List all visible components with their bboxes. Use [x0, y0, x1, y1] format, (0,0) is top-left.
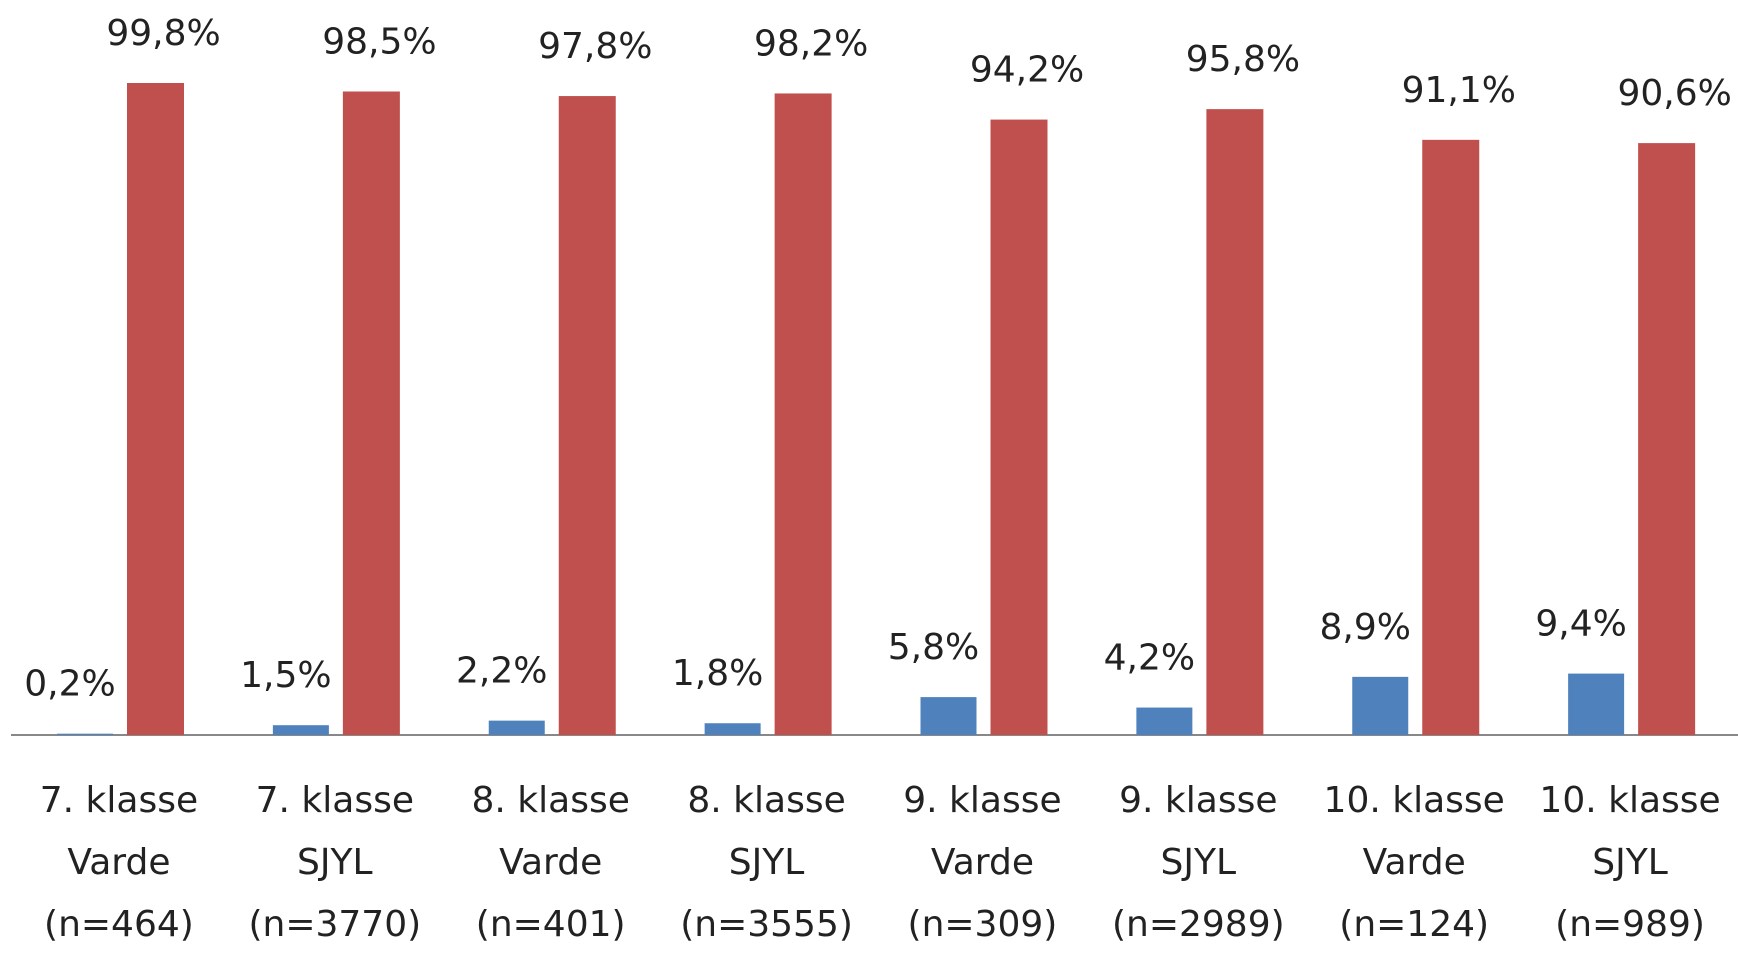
x-tick-label: 7. klasse: [256, 780, 414, 821]
x-tick-label: Varde: [1363, 842, 1466, 883]
bar: [1206, 109, 1264, 735]
data-label: 2,2%: [456, 651, 547, 692]
data-label: 99,8%: [106, 13, 220, 54]
data-label: 1,8%: [672, 653, 763, 694]
bar: [558, 96, 616, 735]
bar: [1352, 676, 1409, 735]
data-label: 97,8%: [538, 26, 652, 67]
x-tick-label: 10. klasse: [1324, 780, 1505, 821]
bar: [488, 720, 545, 735]
bar: [1136, 707, 1193, 735]
bar: [774, 93, 832, 736]
data-label: 9,4%: [1535, 604, 1626, 645]
x-tick-label: (n=401): [476, 904, 626, 945]
x-tick-label: (n=464): [44, 904, 194, 945]
bar: [342, 91, 400, 736]
bar: [1638, 143, 1696, 736]
data-label: 95,8%: [1186, 39, 1300, 80]
x-tick-label: 9. klasse: [903, 780, 1061, 821]
x-tick-label: 7. klasse: [40, 780, 198, 821]
bar: [704, 723, 761, 735]
bar: [127, 83, 184, 735]
bar: [990, 119, 1048, 736]
bar: [1568, 673, 1625, 735]
x-tick-label: 10. klasse: [1539, 780, 1720, 821]
x-tick-label: Varde: [499, 842, 602, 883]
data-label: 94,2%: [970, 50, 1084, 91]
bar: [57, 733, 113, 735]
x-tick-label: SJYL: [1161, 842, 1237, 883]
x-tick-label: Varde: [67, 842, 170, 883]
x-tick-label: (n=989): [1555, 904, 1705, 945]
data-label: 0,2%: [24, 664, 115, 705]
bar: [272, 725, 329, 735]
x-tick-label: (n=309): [908, 904, 1058, 945]
x-tick-label: 8. klasse: [687, 780, 845, 821]
x-tick-label: (n=3555): [680, 904, 853, 945]
data-label: 98,2%: [754, 23, 868, 64]
x-tick-label: (n=2989): [1112, 904, 1285, 945]
x-tick-label: Varde: [931, 842, 1034, 883]
x-tick-label: (n=124): [1339, 904, 1489, 945]
bar: [1422, 139, 1480, 736]
data-label: 98,5%: [322, 21, 436, 62]
x-tick-label: (n=3770): [248, 904, 421, 945]
data-label: 4,2%: [1104, 638, 1195, 679]
data-label: 5,8%: [888, 627, 979, 668]
x-tick-label: SJYL: [1592, 842, 1668, 883]
data-label: 8,9%: [1320, 607, 1411, 648]
data-label: 91,1%: [1402, 70, 1516, 111]
x-tick-label: 9. klasse: [1119, 780, 1277, 821]
x-tick-label: 8. klasse: [472, 780, 630, 821]
data-label: 1,5%: [240, 655, 331, 696]
x-tick-label: SJYL: [729, 842, 805, 883]
x-tick-label: SJYL: [297, 842, 373, 883]
bar: [920, 697, 977, 735]
data-label: 90,6%: [1617, 73, 1731, 114]
